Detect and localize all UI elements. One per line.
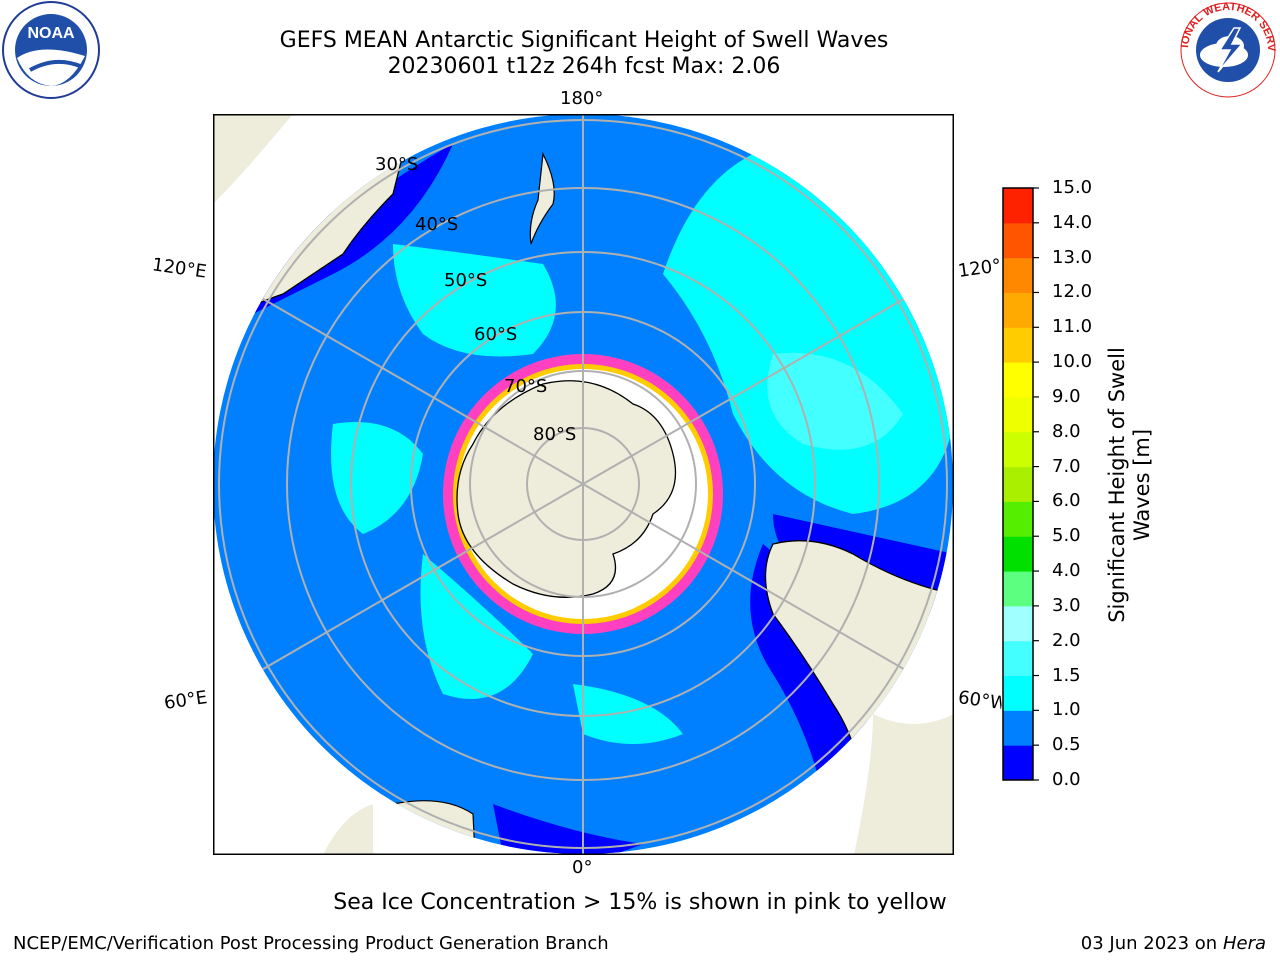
colorbar-segment [1003, 710, 1033, 746]
colorbar-tick-label: 0.0 [1052, 769, 1081, 790]
lon-label-60e: 60°E [162, 687, 209, 714]
colorbar-segment [1003, 501, 1033, 537]
footer-date: 03 Jun 2023 on Hera [1080, 933, 1266, 954]
colorbar-segment [1003, 640, 1033, 677]
swell-patch-high-2 [393, 244, 556, 357]
colorbar-segment [1003, 431, 1033, 468]
lat-label-60s: 60°S [474, 324, 517, 345]
colorbar-tick-label: 1.5 [1052, 664, 1081, 686]
lon-label-120w: 120°W [956, 255, 1004, 282]
polar-map: 30°S 40°S 50°S 60°S 70°S 80°S [213, 114, 954, 855]
graticule [213, 114, 953, 854]
colorbar [1002, 187, 1039, 781]
colorbar-segment [1003, 257, 1033, 293]
colorbar-segment [1003, 222, 1033, 259]
colorbar-tick-label: 8.0 [1052, 420, 1081, 442]
lat-label-50s: 50°S [444, 270, 487, 291]
footer-credit: NCEP/EMC/Verification Post Processing Pr… [13, 933, 609, 954]
colorbar-tick-label: 13.0 [1052, 246, 1093, 268]
swell-patch-high-5 [573, 684, 683, 744]
colorbar-segment [1003, 745, 1033, 781]
chart-title: GEFS MEAN Antarctic Significant Height o… [279, 28, 889, 53]
colorbar-segment [1003, 605, 1033, 642]
colorbar-tick-label: 4.0 [1052, 560, 1081, 582]
colorbar-tick-label: 5.0 [1052, 525, 1081, 547]
colorbar-tick-label: 7.0 [1052, 455, 1081, 477]
colorbar-segment [1003, 466, 1033, 502]
colorbar-segment [1003, 188, 1033, 224]
colorbar-segment [1003, 396, 1033, 433]
colorbar-tick-label: 1.0 [1052, 699, 1081, 721]
colorbar-tick-label: 11.0 [1052, 316, 1093, 338]
colorbar-tick-label: 14.0 [1052, 211, 1093, 233]
colorbar-segment [1003, 675, 1033, 711]
nws-logo: NATIONAL WEATHER SERVICE [1178, 0, 1277, 98]
colorbar-tick-label: 3.0 [1052, 594, 1081, 616]
lat-label-40s: 40°S [415, 214, 458, 235]
lon-label-60w: 60°W [956, 687, 1004, 714]
chart-subtitle: 20230601 t12z 264h fcst Max: 2.06 [387, 54, 781, 79]
colorbar-tick-label: 10.0 [1052, 351, 1093, 373]
swell-low-4 [493, 804, 643, 854]
lat-label-70s: 70°S [504, 376, 547, 397]
lon-label-120e: 120°E [150, 254, 208, 283]
lat-label-30s: 30°S [375, 154, 418, 175]
noaa-logo: NOAA [2, 1, 100, 99]
colorbar-segment [1003, 292, 1033, 328]
lat-label-80s: 80°S [533, 424, 576, 445]
swell-patch-higher [767, 352, 903, 450]
colorbar-tick-label: 15.0 [1052, 177, 1093, 198]
colorbar-tick-label: 9.0 [1052, 385, 1081, 407]
colorbar-segment [1003, 571, 1033, 607]
new-zealand [529, 151, 555, 245]
colorbar-tick-label: 0.5 [1052, 734, 1081, 756]
sea-ice-note: Sea Ice Concentration > 15% is shown in … [333, 890, 947, 915]
lon-label-180: 180° [560, 88, 604, 109]
colorbar-tick-label: 6.0 [1052, 490, 1081, 512]
colorbar-label: Significant Height of Swell Waves [m] [1105, 347, 1154, 623]
svg-text:NOAA: NOAA [27, 25, 75, 42]
colorbar-segment [1003, 536, 1033, 572]
colorbar-segment [1003, 362, 1033, 398]
antarctica [456, 380, 677, 598]
colorbar-tick-label: 2.0 [1052, 629, 1081, 651]
colorbar-tick-label: 12.0 [1052, 281, 1093, 303]
lon-label-0: 0° [572, 857, 593, 878]
colorbar-segment [1003, 327, 1033, 363]
